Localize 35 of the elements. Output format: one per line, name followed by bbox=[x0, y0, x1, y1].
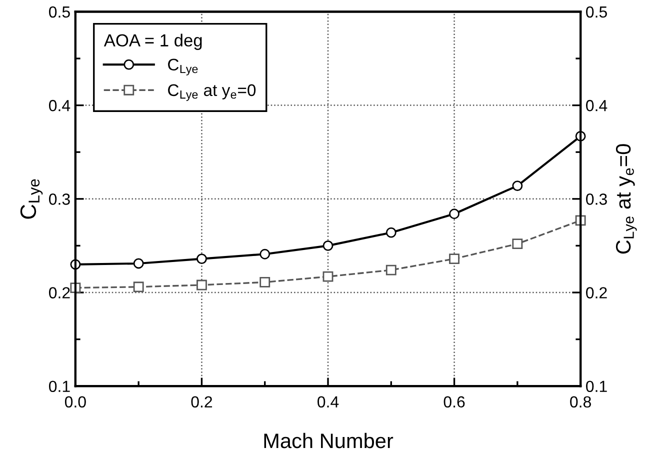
y2-tick-label: 0.4 bbox=[586, 100, 608, 112]
point bbox=[386, 227, 396, 238]
point bbox=[322, 271, 334, 282]
point bbox=[449, 208, 460, 220]
point bbox=[322, 240, 334, 251]
x-tick-label: 0.4 bbox=[318, 396, 339, 408]
y2-tick-label: 0.1 bbox=[586, 380, 607, 392]
x-tick-label: 0.6 bbox=[444, 396, 465, 408]
point bbox=[512, 238, 523, 250]
point bbox=[386, 264, 396, 276]
y-tick-label: 0.1 bbox=[49, 380, 70, 392]
y-tick-label: 0.3 bbox=[49, 194, 70, 205]
point bbox=[260, 276, 270, 288]
y2-tick-label: 0.3 bbox=[586, 194, 607, 205]
y2-tick-label: 0.5 bbox=[586, 6, 607, 18]
point bbox=[449, 254, 460, 264]
y2-axis-title: C$_{Lye}$ at y$_{e}$=0 bbox=[616, 144, 637, 254]
y-axis-title: C$_{Lye}$ bbox=[20, 179, 43, 219]
y2-tick-label: 0.2 bbox=[586, 287, 607, 298]
point bbox=[196, 254, 207, 264]
text: 0.0 bbox=[64, 396, 86, 408]
legend-title: AOA = 1 deg bbox=[104, 34, 202, 50]
legend-label: C$_{Lye}$ bbox=[168, 58, 198, 76]
point bbox=[260, 248, 270, 260]
x-tick-label: 0.8 bbox=[570, 396, 591, 408]
point bbox=[133, 282, 144, 292]
y-tick-label: 0.4 bbox=[49, 100, 70, 112]
legend-label: C$_{Lye}$ at y$_{e}$=0 bbox=[168, 84, 256, 101]
y-tick-label: 0.5 bbox=[49, 6, 70, 18]
y-tick-label: 0.2 bbox=[49, 287, 70, 298]
point bbox=[196, 280, 207, 290]
point bbox=[133, 258, 144, 269]
x-tick-label: 0.2 bbox=[191, 396, 212, 408]
point bbox=[512, 180, 523, 192]
x-axis-title: Mach Number bbox=[264, 432, 394, 448]
